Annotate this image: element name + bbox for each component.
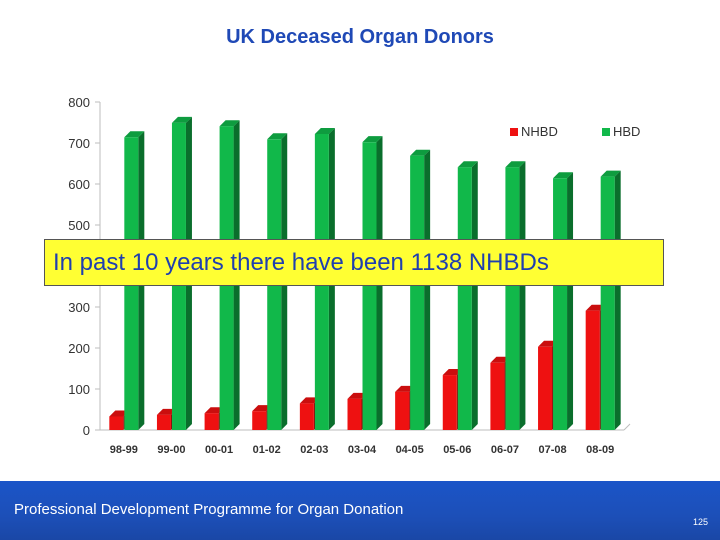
- bar-nhbd-08-09: [585, 310, 600, 430]
- x-tick-label: 98-99: [110, 444, 138, 456]
- legend-label-hbd: HBD: [613, 124, 640, 139]
- bar-side: [567, 172, 574, 430]
- x-tick-label: 01-02: [253, 444, 281, 456]
- y-tick-label: 300: [68, 300, 90, 315]
- x-tick-label: 00-01: [205, 444, 233, 456]
- x-tick-label: 04-05: [396, 444, 424, 456]
- floor-edge: [623, 423, 631, 431]
- bar-hbd-08-09: [600, 176, 615, 430]
- bar-nhbd-00-01: [204, 413, 219, 430]
- bar-top: [267, 133, 288, 140]
- bar-side: [614, 170, 621, 430]
- bar-nhbd-99-00: [156, 414, 171, 430]
- x-tick-label: 99-00: [157, 444, 185, 456]
- y-tick-label: 500: [68, 218, 90, 233]
- y-tick-label: 800: [68, 95, 90, 110]
- bar-hbd-04-05: [410, 155, 425, 430]
- bar-top: [600, 170, 621, 177]
- y-tick-label: 200: [68, 341, 90, 356]
- bar-hbd-05-06: [457, 167, 472, 430]
- bar-top: [109, 410, 130, 417]
- legend-swatch-nhbd: [510, 128, 518, 136]
- bar-side: [424, 149, 431, 430]
- y-tick-label: 100: [68, 382, 90, 397]
- footer-bar: Professional Development Programme for O…: [0, 481, 720, 540]
- legend-swatch-hbd: [602, 128, 610, 136]
- bar-nhbd-01-02: [252, 411, 267, 430]
- bar-top: [219, 120, 240, 127]
- y-tick-label: 600: [68, 177, 90, 192]
- page-number: 125: [692, 517, 708, 527]
- bar-nhbd-02-03: [299, 403, 314, 430]
- x-tick-label: 05-06: [443, 444, 471, 456]
- y-tick-label: 700: [68, 136, 90, 151]
- bar-nhbd-07-08: [538, 346, 553, 430]
- bar-top: [505, 161, 526, 168]
- bar-nhbd-98-99: [109, 416, 124, 430]
- bar-nhbd-04-05: [395, 391, 410, 430]
- bar-hbd-07-08: [553, 178, 568, 430]
- bar-side: [519, 161, 526, 430]
- bar-top: [553, 172, 574, 179]
- legend-label-nhbd: NHBD: [521, 124, 558, 139]
- bar-nhbd-06-07: [490, 362, 505, 430]
- slide-title: UK Deceased Organ Donors: [226, 26, 494, 48]
- bar-hbd-06-07: [505, 167, 520, 430]
- x-tick-label: 08-09: [586, 444, 614, 456]
- bar-top: [410, 149, 431, 156]
- x-tick-label: 06-07: [491, 444, 519, 456]
- chart-area: 010020030040050060070080098-9999-0000-01…: [40, 82, 680, 472]
- bar-nhbd-03-04: [347, 398, 362, 430]
- callout-box: In past 10 years there have been 1138 NH…: [44, 239, 664, 286]
- bar-top: [171, 116, 192, 123]
- x-tick-label: 03-04: [348, 444, 377, 456]
- bar-chart: 010020030040050060070080098-9999-0000-01…: [68, 95, 640, 456]
- y-tick-label: 0: [83, 423, 90, 438]
- bar-side: [471, 161, 478, 430]
- x-tick-label: 02-03: [300, 444, 328, 456]
- bar-top: [457, 161, 478, 168]
- bar-top: [362, 136, 383, 143]
- x-tick-label: 07-08: [538, 444, 566, 456]
- bar-top: [124, 131, 145, 138]
- footer-text: Professional Development Programme for O…: [14, 501, 404, 518]
- bar-top: [314, 127, 335, 134]
- bar-nhbd-05-06: [442, 375, 457, 430]
- bar-hbd-03-04: [362, 142, 377, 430]
